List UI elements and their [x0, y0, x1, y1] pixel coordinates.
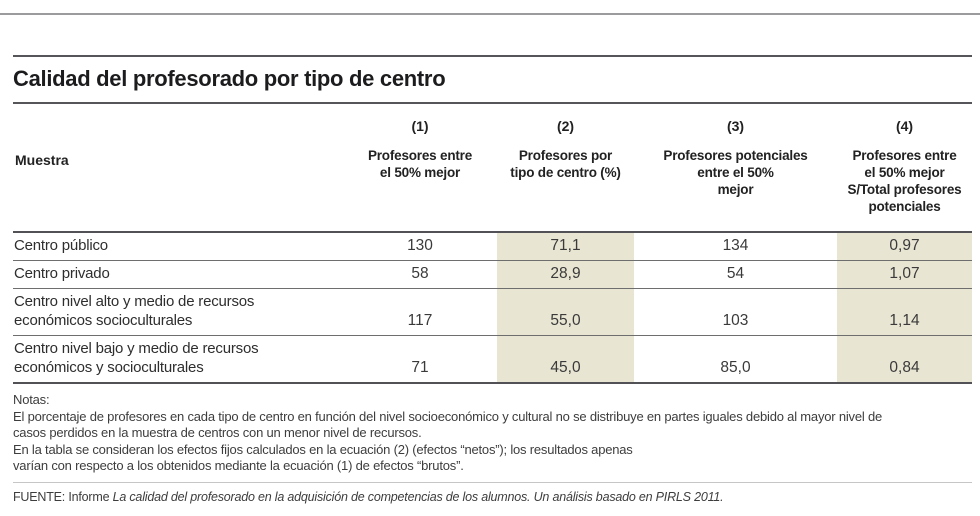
column-label-2: Profesores por tipo de centro (%)	[510, 148, 621, 180]
column-label-4: Profesores entre el 50% mejor S/Total pr…	[847, 148, 962, 214]
notes-line: En la tabla se consideran los efectos fi…	[13, 441, 633, 457]
table-row: Centro nivel bajo y medio de recursos ec…	[13, 335, 972, 383]
column-label-3: Profesores potenciales entre el 50% mejo…	[663, 148, 808, 197]
row-label-centro-nivel-bajo: Centro nivel bajo y medio de recursos ec…	[14, 340, 259, 376]
column-header-4: (4) Profesores entre el 50% mejor S/Tota…	[837, 104, 972, 233]
cell-value: 54	[726, 265, 745, 282]
source-prefix: FUENTE: Informe	[13, 489, 113, 504]
notes-line: varían con respecto a los obtenidos medi…	[13, 458, 464, 473]
cell-value-highlighted: 1,14	[837, 288, 972, 336]
row-label-centro-nivel-alto: Centro nivel alto y medio de recursos ec…	[14, 293, 255, 329]
teacher-quality-table: Muestra (1) Profesores entre el 50% mejo…	[13, 104, 972, 384]
page-top-rule	[0, 13, 980, 15]
notes-line: El porcentaje de profesores en cada tipo…	[13, 408, 883, 424]
table-row: Centro privado 58 28,9 54 1,07	[13, 260, 972, 289]
cell-value: 103	[722, 312, 749, 329]
notes-line: casos perdidos en la muestra de centros …	[13, 425, 422, 440]
row-label-centro-publico: Centro público	[14, 237, 108, 254]
page-title: Calidad del profesorado por tipo de cent…	[13, 66, 446, 91]
table-row: Centro nivel alto y medio de recursos ec…	[13, 288, 972, 336]
cell-value-highlighted: 0,84	[837, 335, 972, 383]
figure-container: Calidad del profesorado por tipo de cent…	[13, 15, 972, 504]
cell-value: 85,0	[720, 359, 751, 376]
row-label-centro-privado: Centro privado	[14, 265, 110, 282]
title-block: Calidad del profesorado por tipo de cent…	[13, 55, 972, 104]
cell-value-highlighted: 55,0	[497, 288, 634, 336]
table-header: Muestra (1) Profesores entre el 50% mejo…	[13, 104, 972, 233]
column-header-muestra: Muestra	[13, 104, 343, 233]
column-header-1: (1) Profesores entre el 50% mejor	[343, 104, 497, 233]
cell-value-highlighted: 71,1	[497, 232, 634, 261]
cell-value: 58	[411, 265, 429, 282]
cell-value: 134	[722, 237, 749, 254]
source-title: La calidad del profesorado en la adquisi…	[112, 489, 724, 504]
column-number-2: (2)	[556, 118, 575, 134]
column-number-3: (3)	[726, 118, 745, 134]
cell-value-highlighted: 28,9	[497, 260, 634, 289]
column-label-1: Profesores entre el 50% mejor	[367, 148, 473, 180]
column-header-2: (2) Profesores por tipo de centro (%)	[497, 104, 634, 233]
cell-value-highlighted: 0,97	[837, 232, 972, 261]
column-number-4: (4)	[895, 118, 914, 134]
notes-section: Notas: El porcentaje de profesores en ca…	[13, 392, 972, 475]
column-header-3: (3) Profesores potenciales entre el 50% …	[634, 104, 837, 233]
source-line: FUENTE: Informe La calidad del profesora…	[13, 481, 972, 504]
cell-value: 71	[411, 359, 429, 376]
cell-value-highlighted: 45,0	[497, 335, 634, 383]
cell-value: 130	[407, 237, 433, 254]
cell-value-highlighted: 1,07	[837, 260, 972, 289]
column-number-1: (1)	[411, 118, 429, 134]
cell-value: 117	[407, 312, 433, 329]
table-row: Centro público 130 71,1 134 0,97	[13, 232, 972, 261]
notes-heading: Notas:	[13, 392, 50, 407]
